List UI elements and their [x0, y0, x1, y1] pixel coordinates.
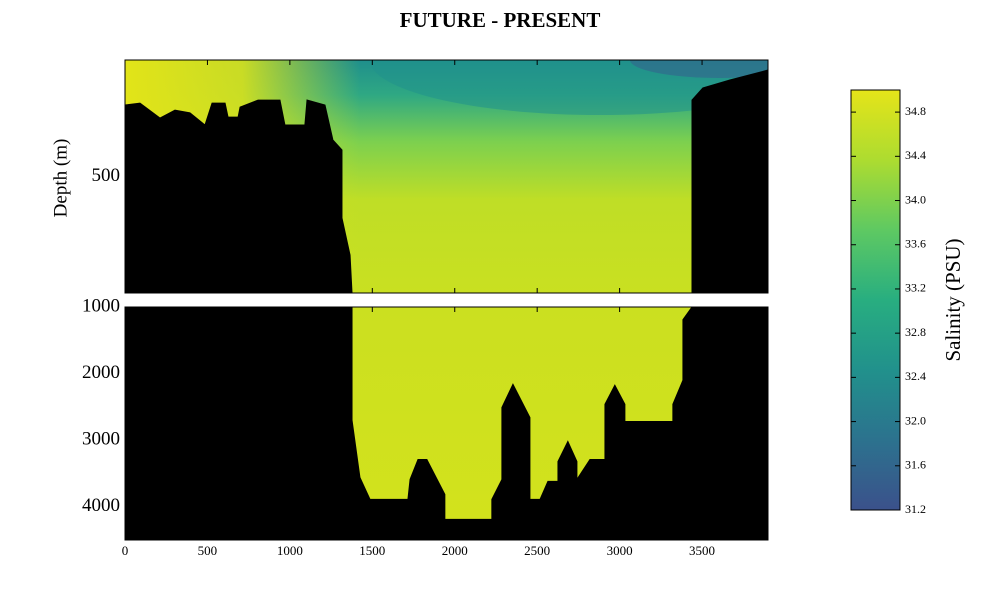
- y-tick-label: 3000: [82, 429, 120, 450]
- seafloor: [351, 307, 693, 520]
- y-tick-label: 1000: [82, 295, 120, 316]
- x-tick-label: 1000: [277, 543, 303, 558]
- y-tick-label: 4000: [82, 495, 120, 516]
- x-tick-label: 500: [198, 543, 218, 558]
- colorbar-tick-label: 34.8: [905, 104, 926, 118]
- colorbar-tick-label: 32.8: [905, 325, 926, 339]
- panel: [125, 60, 768, 293]
- colorbar-tick-label: 31.2: [905, 502, 926, 516]
- colorbar: [850, 89, 901, 511]
- axes-frame: [124, 306, 769, 541]
- fresh-surface: [630, 60, 768, 78]
- x-tick-label: 0: [122, 543, 129, 558]
- y-axis-label: Depth (m): [50, 139, 71, 218]
- x-tick-label: 1500: [359, 543, 385, 558]
- colorbar-tick-label: 34.4: [905, 148, 926, 162]
- chart-title: FUTURE - PRESENT: [400, 8, 601, 32]
- colorbar-tick-label: 33.2: [905, 281, 926, 295]
- colorbar-label: Salinity (PSU): [941, 238, 965, 361]
- colorbar-tick-label: 34.0: [905, 192, 926, 206]
- y-tick-label: 500: [92, 165, 121, 186]
- colorbar-tick-label: 32.4: [905, 369, 926, 383]
- water: [352, 307, 692, 520]
- x-tick-label: 2500: [524, 543, 550, 558]
- x-tick-label: 3500: [689, 543, 715, 558]
- x-tick-label: 3000: [607, 543, 633, 558]
- panel: [125, 307, 768, 540]
- y-tick-label: 2000: [82, 362, 120, 383]
- colorbar-tick-label: 32.0: [905, 413, 926, 427]
- x-tick-label: 2000: [442, 543, 468, 558]
- seafloor: [125, 69, 768, 293]
- colorbar-tick-label: 31.6: [905, 458, 926, 472]
- colorbar-tick-label: 33.6: [905, 236, 926, 250]
